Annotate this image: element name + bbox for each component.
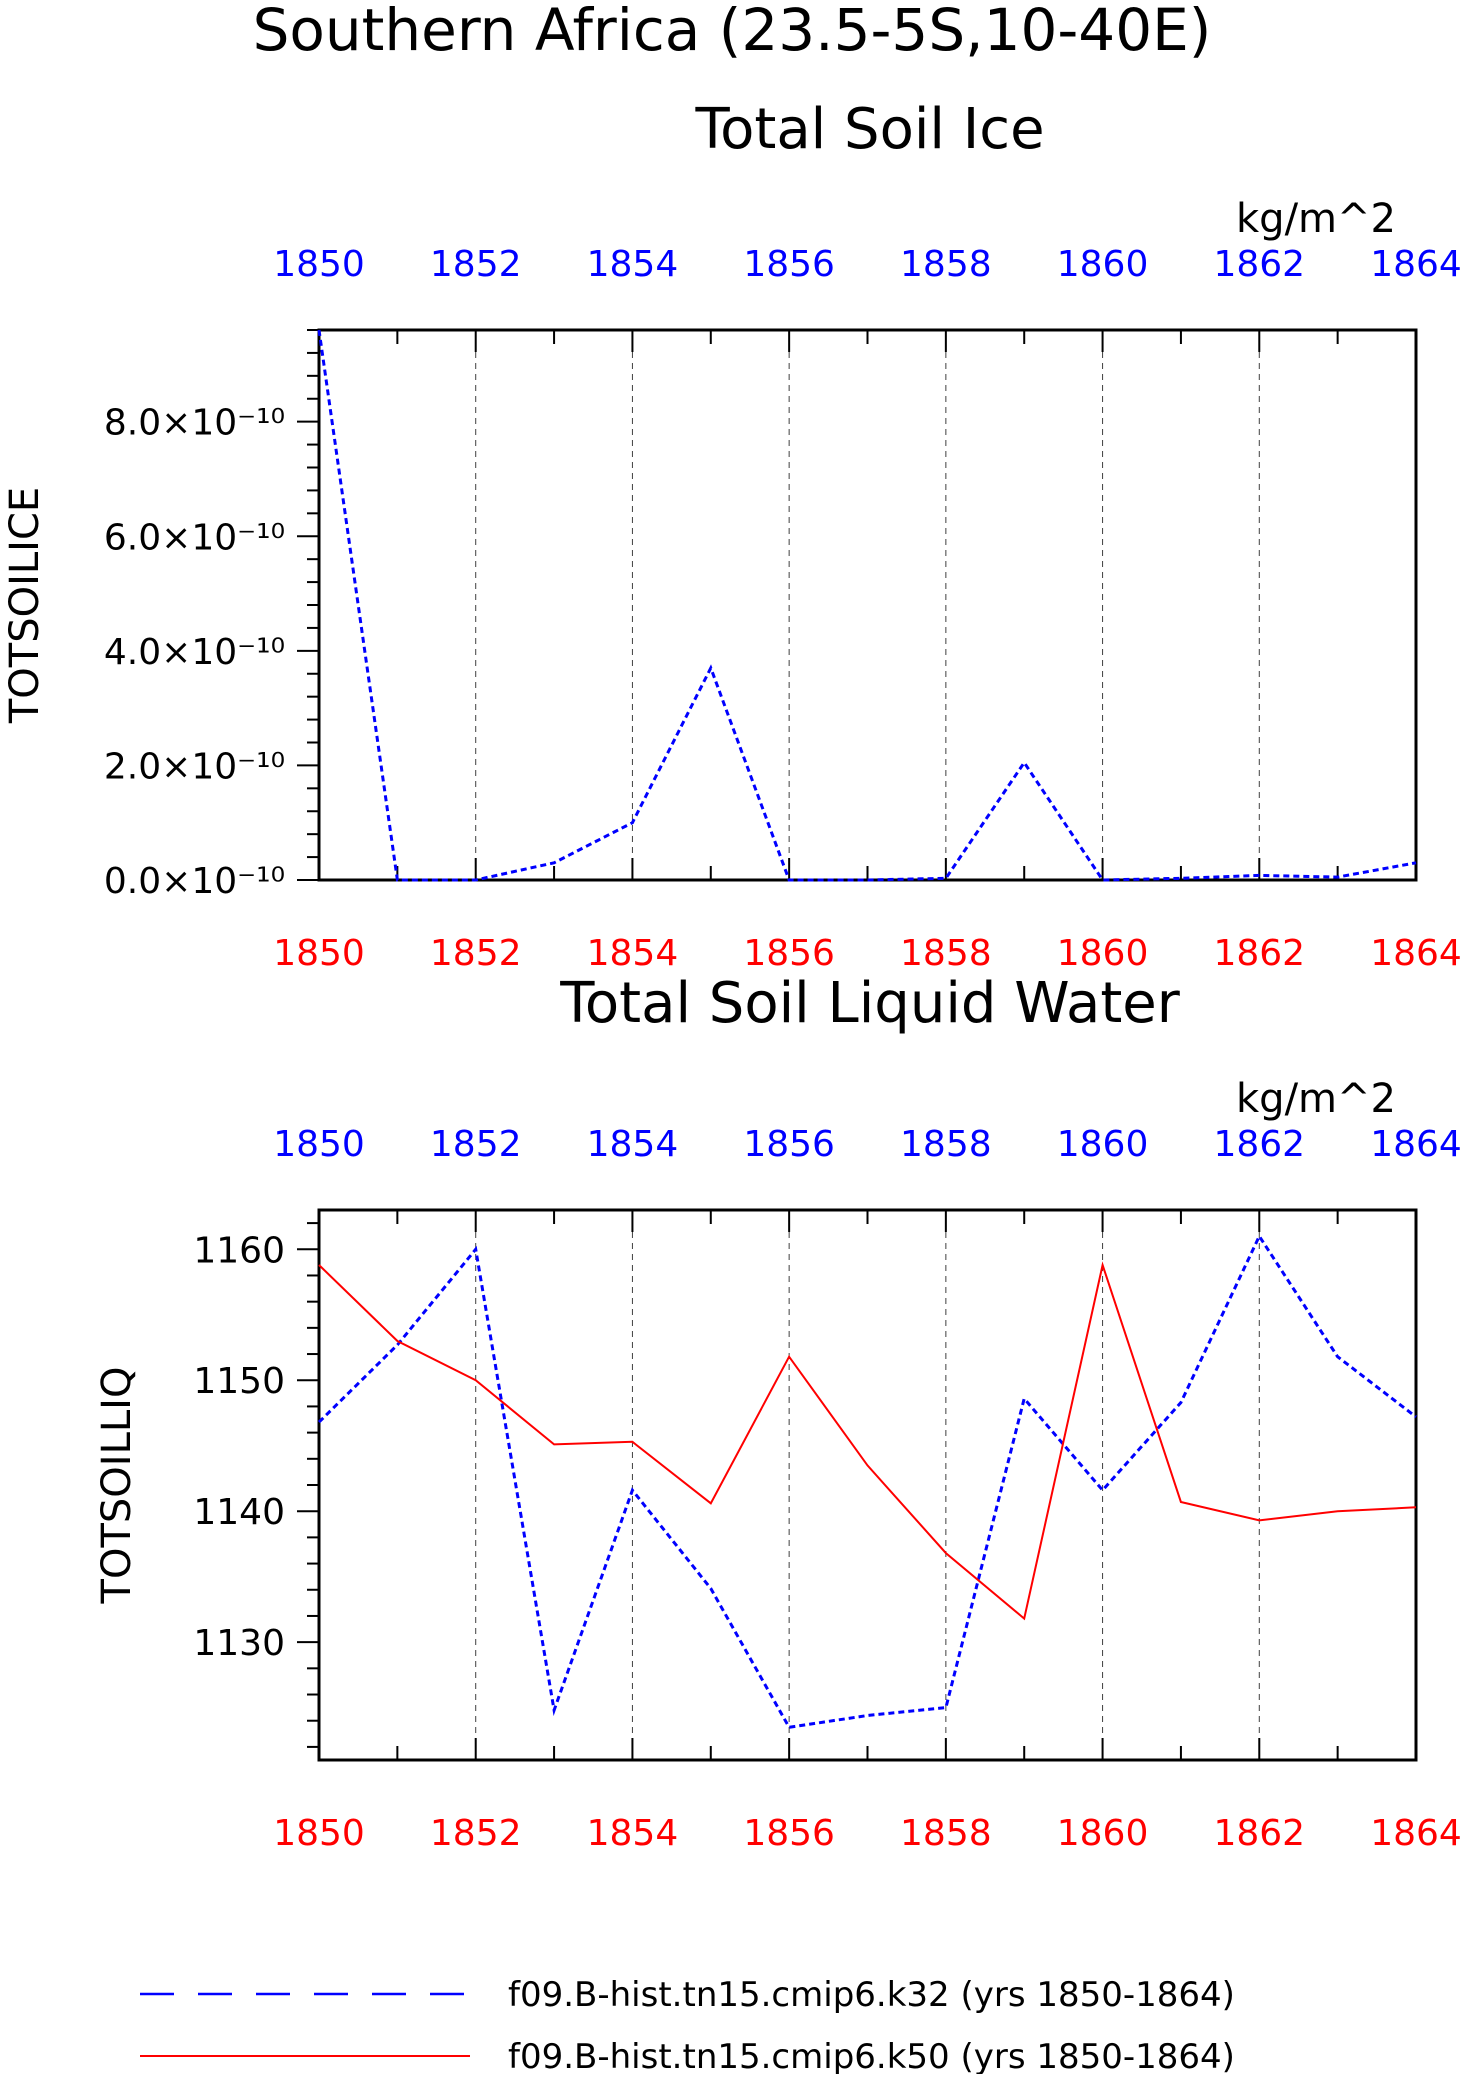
x-tick-label-bottom: 1850 xyxy=(273,1813,365,1854)
x-tick-label-bottom: 1856 xyxy=(743,1813,835,1854)
x-tick-label-bottom: 1864 xyxy=(1370,933,1462,974)
series-line-k32 xyxy=(317,1233,1417,1729)
x-tick-label-bottom: 1850 xyxy=(273,933,365,974)
y-axis-label: TOTSOILICE xyxy=(2,487,48,724)
x-tick-label-bottom: 1858 xyxy=(900,1813,992,1854)
series-line-k50 xyxy=(318,1261,1417,1621)
x-tick-label-bottom: 1862 xyxy=(1213,1813,1305,1854)
x-tick-label-top: 1856 xyxy=(743,244,835,285)
x-tick-label-top: 1862 xyxy=(1213,1124,1305,1165)
x-tick-label-bottom: 1860 xyxy=(1057,933,1149,974)
legend: f09.B-hist.tn15.cmip6.k32 (yrs 1850-1864… xyxy=(140,1975,1235,2074)
x-tick-label-bottom: 1854 xyxy=(587,1813,679,1854)
y-tick-label: 1150 xyxy=(193,1361,285,1402)
y-tick-label: 1160 xyxy=(193,1230,285,1271)
x-tick-label-top: 1864 xyxy=(1370,244,1462,285)
x-tick-label-top: 1862 xyxy=(1213,244,1305,285)
units-label: kg/m^2 xyxy=(1236,196,1396,242)
y-tick-label: 1130 xyxy=(193,1623,285,1664)
x-tick-label-top: 1856 xyxy=(743,1124,835,1165)
y-tick-label: 1140 xyxy=(193,1492,285,1533)
y-tick-label: 6.0×10⁻¹⁰ xyxy=(104,517,285,558)
soil-ice-panel: Total Soil Ice kg/m^2 TOTSOILICE 1850 1850 18… xyxy=(2,97,1462,974)
x-tick-label-top: 1860 xyxy=(1057,1124,1149,1165)
x-tick-label-top: 1854 xyxy=(587,244,679,285)
panel-title: Total Soil Liquid Water xyxy=(559,971,1181,1036)
units-label: kg/m^2 xyxy=(1236,1076,1396,1122)
plot-frame xyxy=(317,328,1418,882)
x-tick-label-top: 1858 xyxy=(900,244,992,285)
panel-title: Total Soil Ice xyxy=(694,97,1044,162)
x-tick-label-top: 1858 xyxy=(900,1124,992,1165)
y-axis-label: TOTSOILLIQ xyxy=(94,1367,140,1605)
x-tick-label-top: 1854 xyxy=(587,1124,679,1165)
legend-label-k32: f09.B-hist.tn15.cmip6.k32 (yrs 1850-1864… xyxy=(508,1975,1235,2015)
y-tick-label: 4.0×10⁻¹⁰ xyxy=(104,632,285,673)
x-tick-label-top: 1852 xyxy=(430,244,522,285)
series-line-k32 xyxy=(317,329,1417,882)
x-tick-label-bottom: 1860 xyxy=(1057,1813,1149,1854)
x-tick-label-top: 1850 xyxy=(273,244,365,285)
x-tick-label-bottom: 1858 xyxy=(900,933,992,974)
y-tick-label: 8.0×10⁻¹⁰ xyxy=(104,403,285,444)
x-tick-label-top: 1852 xyxy=(430,1124,522,1165)
y-tick-label: 0.0×10⁻¹⁰ xyxy=(104,861,285,902)
x-tick-label-bottom: 1862 xyxy=(1213,933,1305,974)
x-tick-label-bottom: 1856 xyxy=(743,933,835,974)
x-tick-label-bottom: 1864 xyxy=(1370,1813,1462,1854)
x-tick-label-bottom: 1852 xyxy=(430,1813,522,1854)
x-tick-label-top: 1850 xyxy=(273,1124,365,1165)
x-tick-label-bottom: 1852 xyxy=(430,933,522,974)
legend-label-k50: f09.B-hist.tn15.cmip6.k50 (yrs 1850-1864… xyxy=(508,2037,1235,2074)
figure-title: Southern Africa (23.5-5S,10-40E) xyxy=(253,0,1212,64)
y-tick-label: 2.0×10⁻¹⁰ xyxy=(104,746,285,787)
x-tick-label-top: 1864 xyxy=(1370,1124,1462,1165)
x-tick-label-top: 1860 xyxy=(1057,244,1149,285)
soil-liquid-panel: Total Soil Liquid Water kg/m^2 TOTSOILLIQ 1… xyxy=(94,971,1462,1854)
plot-frame xyxy=(317,1208,1418,1762)
x-tick-label-bottom: 1854 xyxy=(587,933,679,974)
